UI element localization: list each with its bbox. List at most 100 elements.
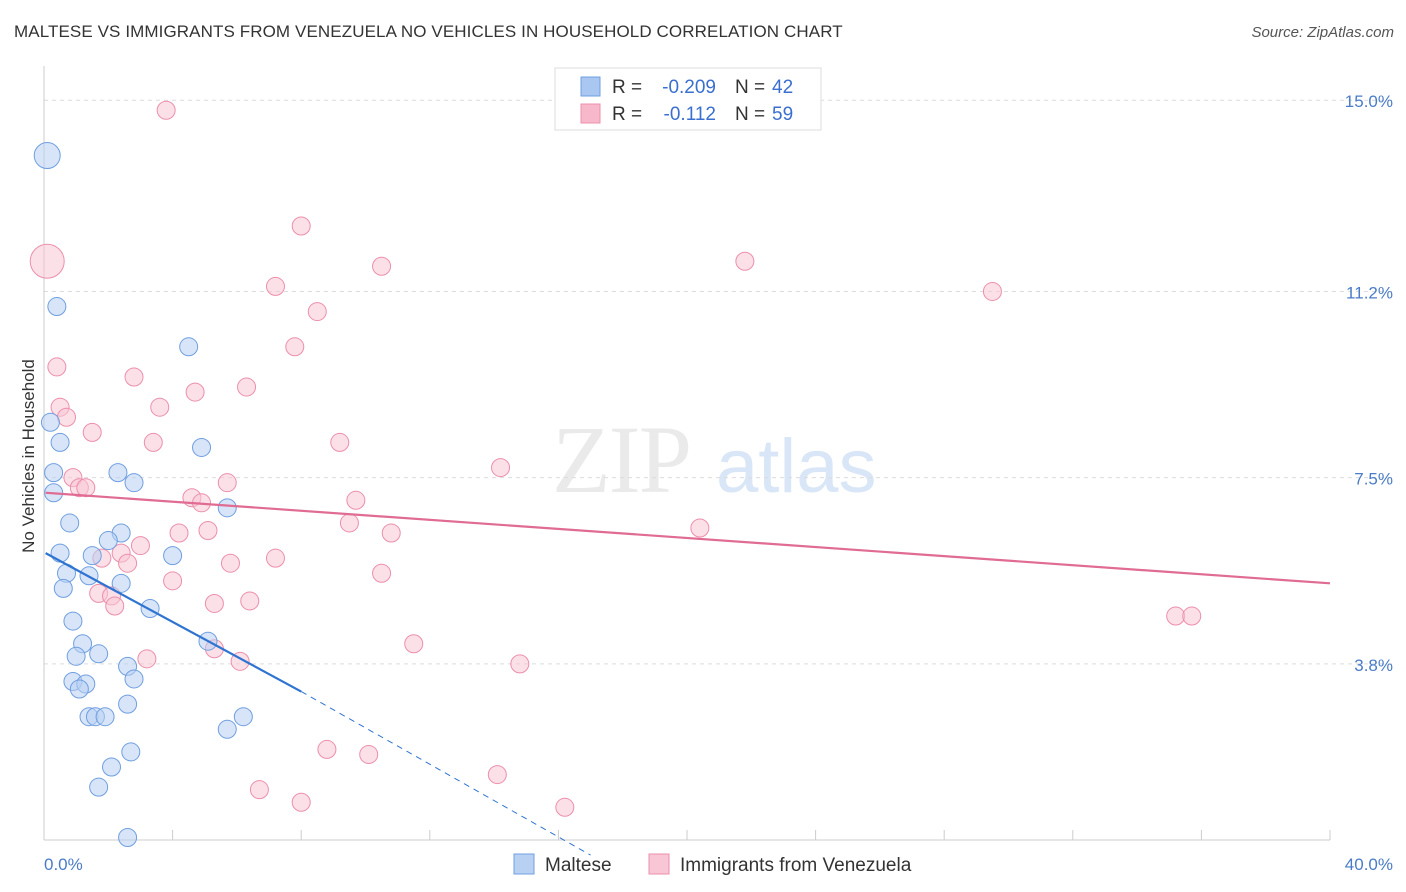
venezuela-point: [307, 302, 327, 322]
correlation-legend: R = -0.209 N = 42 R = -0.112 N = 59: [554, 67, 822, 131]
legend-r-value-1: -0.209: [662, 77, 716, 98]
bottom-legend-swatch-venezuela: [648, 853, 670, 875]
venezuela-point: [240, 591, 260, 611]
bottom-legend-label-venezuela: Immigrants from Venezuela: [680, 855, 912, 876]
maltese-point: [44, 463, 64, 483]
venezuela-point: [105, 596, 125, 616]
trend-lines: [45, 491, 1331, 856]
maltese-point: [89, 777, 109, 797]
chart-title: MALTESE VS IMMIGRANTS FROM VENEZUELA NO …: [14, 22, 843, 41]
maltese-point: [118, 694, 138, 714]
maltese-point: [53, 578, 73, 598]
bottom-legend-label-maltese: Maltese: [545, 855, 612, 876]
venezuela-point: [346, 490, 366, 510]
maltese-trend-extension: [300, 691, 591, 856]
venezuela-point: [265, 276, 285, 296]
venezuela-point: [57, 407, 77, 427]
maltese-point: [33, 142, 61, 170]
maltese-point: [124, 473, 144, 493]
venezuela-point: [143, 432, 163, 452]
maltese-point: [163, 546, 183, 566]
venezuela-trend-line: [45, 491, 1331, 585]
venezuela-point: [82, 422, 102, 442]
maltese-point: [66, 646, 86, 666]
maltese-point: [60, 513, 80, 533]
venezuela-point: [317, 739, 337, 759]
maltese-point: [40, 412, 60, 432]
venezuela-point: [982, 281, 1002, 301]
legend-r-label-1: R =: [612, 77, 642, 98]
maltese-point: [63, 611, 83, 631]
maltese-point: [69, 679, 89, 699]
x-tick-label-max: 40.0%: [1345, 855, 1393, 874]
venezuela-point: [47, 357, 67, 377]
y-tick-labels: 3.8% 7.5% 11.2% 15.0%: [1345, 92, 1393, 675]
y-tick-label: 7.5%: [1354, 470, 1393, 489]
venezuela-point: [330, 432, 350, 452]
maltese-point: [47, 297, 67, 317]
legend-n-value-1: 42: [772, 77, 793, 98]
maltese-point: [118, 827, 138, 847]
y-tick-label: 3.8%: [1354, 656, 1393, 675]
maltese-point: [233, 707, 253, 727]
maltese-point: [179, 337, 199, 357]
venezuela-point: [220, 553, 240, 573]
venezuela-point: [124, 367, 144, 387]
legend-n-label-1: N =: [735, 77, 765, 98]
venezuela-point: [372, 563, 392, 583]
maltese-point: [82, 546, 102, 566]
legend-swatch-venezuela: [580, 103, 601, 124]
venezuela-point: [690, 518, 710, 538]
venezuela-point: [249, 780, 269, 800]
venezuela-point: [735, 251, 755, 271]
maltese-point: [217, 498, 237, 518]
legend-swatch-maltese: [580, 76, 601, 97]
venezuela-point: [217, 473, 237, 493]
venezuela-point: [237, 377, 257, 397]
y-axis-label: No Vehicles in Household: [19, 359, 38, 553]
venezuela-point: [198, 520, 218, 540]
maltese-point: [124, 669, 144, 689]
venezuela-point: [118, 553, 138, 573]
venezuela-point: [156, 100, 176, 120]
legend-n-value-2: 59: [772, 104, 793, 125]
maltese-point: [108, 463, 128, 483]
venezuela-point: [555, 797, 575, 817]
venezuela-point: [487, 765, 507, 785]
venezuela-point: [29, 243, 65, 279]
legend-r-value-2: -0.112: [664, 104, 716, 125]
maltese-point: [89, 644, 109, 664]
venezuela-point: [137, 649, 157, 669]
watermark-atlas: atlas: [716, 424, 877, 509]
venezuela-point: [381, 523, 401, 543]
venezuela-point: [130, 536, 150, 556]
venezuela-point: [76, 478, 96, 498]
maltese-trend-line: [45, 552, 302, 693]
series-maltese-points: [33, 142, 253, 847]
maltese-point: [111, 573, 131, 593]
maltese-point: [121, 742, 141, 762]
series-venezuela-points: [29, 100, 1202, 817]
maltese-point: [217, 719, 237, 739]
venezuela-point: [359, 744, 379, 764]
source-credit: Source: ZipAtlas.com: [1251, 24, 1394, 41]
venezuela-point: [339, 513, 359, 533]
y-tick-label: 11.2%: [1346, 283, 1393, 302]
maltese-point: [98, 531, 118, 551]
watermark-zip: ZIP: [552, 406, 690, 513]
venezuela-point: [372, 256, 392, 276]
venezuela-point: [1166, 606, 1186, 626]
venezuela-point: [291, 792, 311, 812]
maltese-point: [50, 543, 70, 563]
legend-n-label-2: N =: [735, 104, 765, 125]
venezuela-point: [265, 548, 285, 568]
venezuela-point: [150, 397, 170, 417]
legend-r-label-2: R =: [612, 104, 642, 125]
venezuela-point: [285, 337, 305, 357]
axes: [43, 66, 1331, 841]
venezuela-point: [404, 634, 424, 654]
venezuela-point: [291, 216, 311, 236]
venezuela-point: [510, 654, 530, 674]
venezuela-point: [204, 593, 224, 613]
